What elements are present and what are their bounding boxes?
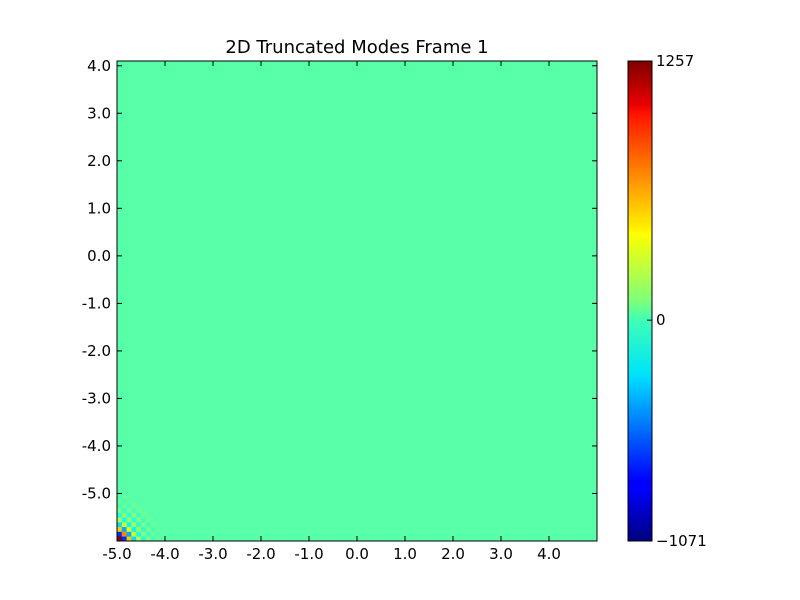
heatmap-cell (145, 521, 151, 528)
heatmap-cell (117, 536, 123, 541)
y-tick-label: -4.0 (82, 437, 111, 455)
heatmap-cell (141, 512, 147, 518)
heatmap-cell (126, 526, 132, 532)
heatmap-cell (121, 526, 127, 532)
heatmap-cell (141, 517, 147, 523)
heatmap-cell (126, 512, 132, 518)
y-tick-label: -1.0 (82, 294, 111, 312)
heatmap-cell (150, 526, 156, 532)
heatmap-cell (121, 502, 127, 509)
colorbar-tick-label: 1257 (656, 52, 694, 70)
heatmap-cell (131, 502, 137, 509)
heatmap-cell (141, 521, 147, 528)
heatmap-cell (121, 531, 127, 537)
heatmap-cell (131, 517, 137, 523)
chart-title: 2D Truncated Modes Frame 1 (225, 37, 488, 58)
heatmap-cell (126, 536, 132, 541)
heatmap-cell (117, 498, 123, 504)
x-tick-label: 3.0 (489, 545, 513, 563)
heatmap-cell (121, 517, 127, 523)
heatmap-cell (145, 526, 151, 532)
y-tick-label: 4.0 (87, 57, 111, 75)
y-tick-label: 2.0 (87, 152, 111, 170)
heatmap-background (117, 61, 597, 541)
heatmap-cell (131, 526, 137, 532)
y-tick-label: 3.0 (87, 104, 111, 122)
x-tick-label: -1.0 (294, 545, 323, 563)
heatmap-cell (117, 521, 123, 528)
y-tick-label: -3.0 (82, 389, 111, 407)
heatmap-cell (155, 536, 161, 541)
x-tick-label: 4.0 (537, 545, 561, 563)
y-tick-label: -5.0 (82, 484, 111, 502)
heatmap-cell (117, 507, 123, 513)
heatmap-cell (136, 521, 142, 528)
heatmap-cell (150, 521, 156, 528)
heatmap-cell (141, 526, 147, 532)
colorbar: 1257 0 −1071 (627, 52, 707, 550)
x-tick-label: -4.0 (150, 545, 179, 563)
heatmap-cell (121, 493, 127, 499)
heatmap-cell (126, 498, 132, 504)
heatmap-cell (126, 521, 132, 528)
y-tick-label: 1.0 (87, 199, 111, 217)
heatmap-cell (121, 512, 127, 518)
heatmap-cell (117, 517, 123, 523)
heatmap-cell (126, 507, 132, 513)
heatmap-cell (131, 531, 137, 537)
heatmap-area (116, 60, 598, 542)
heatmap-cell (126, 517, 132, 523)
heatmap-cell (126, 531, 132, 537)
heatmap-cell (141, 536, 147, 541)
heatmap-cell (131, 507, 137, 513)
heatmap-cell (121, 521, 127, 528)
heatmap-cell (131, 512, 137, 518)
x-tick-label: -2.0 (246, 545, 275, 563)
colorbar-tick-label: −1071 (656, 532, 707, 550)
y-tick-label: 0.0 (87, 247, 111, 265)
heatmap-cell (155, 526, 161, 532)
heatmap-cell (136, 517, 142, 523)
heatmap-cell (150, 536, 156, 541)
heatmap-cell (150, 531, 156, 537)
y-axis: 4.0 3.0 2.0 1.0 0.0 -1.0 -2.0 -3.0 -4.0 -5.0 (82, 57, 597, 502)
heatmap-cell (131, 521, 137, 528)
heatmap-cell (145, 531, 151, 537)
colorbar-gradient (627, 60, 653, 542)
heatmap-cell (136, 536, 142, 541)
heatmap-cell (141, 531, 147, 537)
heatmap-cell (117, 502, 123, 509)
heatmap-cell (136, 512, 142, 518)
heatmap-cell (145, 517, 151, 523)
heatmap-cell (126, 502, 132, 509)
heatmap-cell (155, 531, 161, 537)
colorbar-tick-label: 0 (656, 311, 666, 329)
heatmap-cell (121, 507, 127, 513)
heatmap-cell (136, 507, 142, 513)
heatmap-cell (136, 526, 142, 532)
x-tick-label: 0.0 (345, 545, 369, 563)
x-axis: -5.0 -4.0 -3.0 -2.0 -1.0 0.0 1.0 2.0 3.0 4.0 (102, 61, 561, 563)
heatmap-cell (136, 531, 142, 537)
heatmap-cell (117, 526, 123, 532)
heatmap-cell (117, 531, 123, 537)
heatmap-cell (117, 512, 123, 518)
heatmap-cells (117, 493, 161, 541)
heatmap-cell (145, 536, 151, 541)
colorbar-ticks: 1257 0 −1071 (647, 52, 707, 550)
x-tick-label: 1.0 (393, 545, 417, 563)
x-tick-label: -3.0 (198, 545, 227, 563)
heatmap-cell (121, 498, 127, 504)
x-tick-label: -5.0 (102, 545, 131, 563)
heatmap-cell (117, 493, 123, 499)
heatmap-cell (121, 536, 127, 541)
x-tick-label: 2.0 (441, 545, 465, 563)
y-tick-label: -2.0 (82, 342, 111, 360)
heatmap-cell (131, 536, 137, 541)
